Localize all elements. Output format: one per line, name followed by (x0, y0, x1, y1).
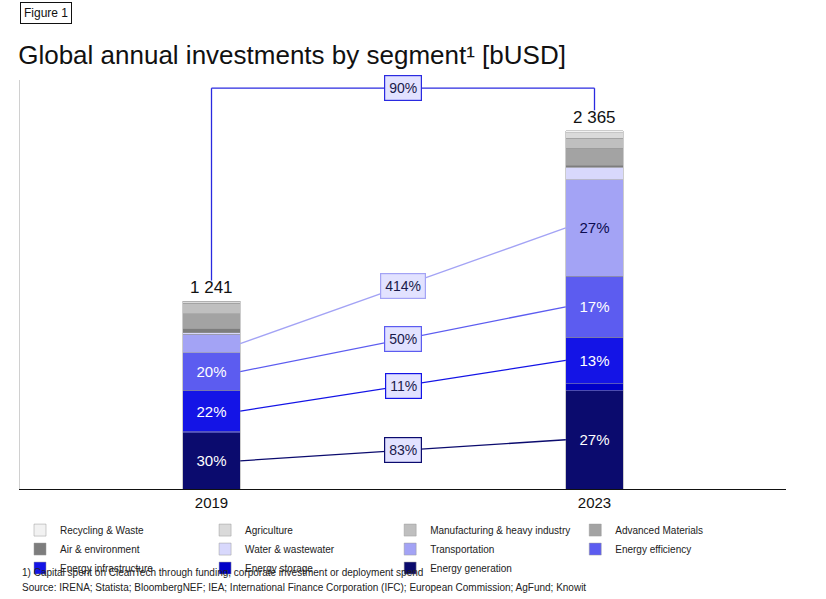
svg-text:90%: 90% (389, 80, 417, 96)
svg-text:Energy storage: Energy storage (245, 563, 313, 574)
svg-text:Air & environment: Air & environment (60, 544, 140, 555)
svg-text:Global annual investments by s: Global annual investments by segment¹ [b… (18, 40, 566, 70)
svg-text:83%: 83% (389, 442, 417, 458)
svg-text:17%: 17% (579, 298, 609, 315)
svg-text:11%: 11% (390, 378, 417, 394)
svg-text:50%: 50% (389, 331, 417, 347)
svg-text:13%: 13% (579, 352, 609, 369)
svg-text:2019: 2019 (195, 494, 228, 511)
svg-text:20%: 20% (196, 363, 226, 380)
svg-text:Energy infrastructure: Energy infrastructure (60, 563, 153, 574)
svg-text:Source: IRENA; Statista; Bloom: Source: IRENA; Statista; BloombergNEF; I… (22, 582, 586, 593)
svg-text:2 365: 2 365 (573, 108, 616, 127)
svg-text:1) Capital spent on CleanTech: 1) Capital spent on CleanTech through fu… (22, 567, 423, 578)
svg-text:414%: 414% (385, 278, 421, 294)
svg-text:Water & wastewater: Water & wastewater (245, 544, 335, 555)
svg-text:Figure 1: Figure 1 (24, 6, 68, 20)
svg-text:Energy efficiency: Energy efficiency (615, 544, 691, 555)
svg-text:Recycling & Waste: Recycling & Waste (60, 525, 144, 536)
svg-text:Energy generation: Energy generation (430, 563, 512, 574)
svg-text:1 241: 1 241 (190, 278, 233, 297)
svg-text:30%: 30% (196, 452, 226, 469)
svg-text:27%: 27% (579, 431, 609, 448)
svg-text:22%: 22% (196, 403, 226, 420)
svg-text:Manufacturing & heavy industry: Manufacturing & heavy industry (430, 525, 570, 536)
svg-text:27%: 27% (579, 219, 609, 236)
svg-text:2023: 2023 (578, 494, 611, 511)
svg-text:Agriculture: Agriculture (245, 525, 293, 536)
svg-text:Advanced Materials: Advanced Materials (615, 525, 703, 536)
svg-text:Transportation: Transportation (430, 544, 494, 555)
